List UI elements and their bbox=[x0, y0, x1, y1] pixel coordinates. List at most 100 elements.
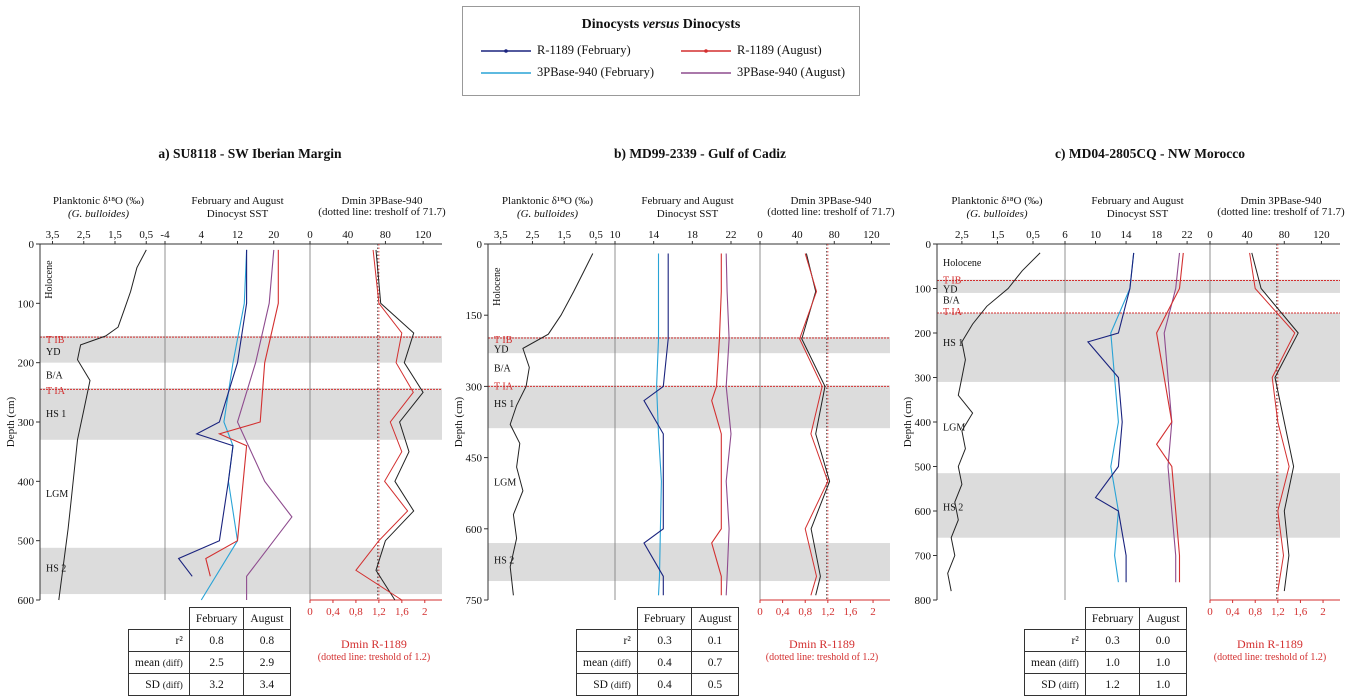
depth-tick-label: 500 bbox=[915, 462, 932, 474]
dminr-tick-label: 2 bbox=[422, 606, 428, 618]
cell: 0.7 bbox=[691, 651, 739, 674]
col-aug: August bbox=[243, 607, 291, 630]
sst-r1189-feb-line bbox=[1086, 252, 1135, 583]
depth-tick-label: 500 bbox=[18, 536, 35, 548]
dminr-tick-label: 0,8 bbox=[349, 606, 363, 618]
zone-label: T IA bbox=[494, 381, 514, 392]
cell: 3.4 bbox=[243, 673, 291, 696]
d18o-subheader: (G. bulloides) bbox=[68, 208, 129, 220]
legend-title: Dinocysts versus Dinocysts bbox=[581, 17, 741, 32]
row-mean-label: mean (diff) bbox=[1024, 651, 1086, 674]
d18o-tick-label: 0,5 bbox=[139, 229, 153, 241]
d18o-series-line bbox=[947, 252, 1041, 592]
row-mean-label: mean (diff) bbox=[576, 651, 638, 674]
sst-3pbase-feb-line bbox=[656, 253, 662, 596]
depth-tick-label: 600 bbox=[18, 595, 35, 607]
dmin-header: Dmin 3PBase-940 bbox=[791, 195, 872, 207]
d18o-series-line bbox=[58, 249, 147, 601]
sst-r1189-aug-line bbox=[711, 253, 722, 596]
depth-tick-label: 300 bbox=[466, 381, 483, 393]
d18o-tick-label: 1,5 bbox=[557, 229, 571, 241]
depth-tick-label: 600 bbox=[915, 506, 932, 518]
row-sd-label: SD (diff) bbox=[128, 673, 190, 696]
d18o-header: Planktonic δ¹⁸O (‰) bbox=[951, 195, 1042, 207]
depth-tick-label: 100 bbox=[915, 284, 932, 296]
shaded-interval bbox=[488, 543, 890, 582]
sst-subheader: Dinocyst SST bbox=[657, 208, 719, 220]
cell: 3.2 bbox=[188, 673, 245, 696]
row-r2-label: r² bbox=[128, 629, 190, 652]
dmin3p-tick-label: 120 bbox=[415, 229, 432, 241]
sst-3pbase-feb-line bbox=[200, 249, 248, 601]
depth-tick-label: 0 bbox=[926, 239, 932, 251]
sst-tick-label: 18 bbox=[1151, 229, 1163, 241]
d18o-header: Planktonic δ¹⁸O (‰) bbox=[53, 195, 144, 207]
zone-label: T IA bbox=[943, 307, 963, 318]
d18o-tick-label: 3,5 bbox=[494, 229, 508, 241]
shaded-interval bbox=[488, 385, 890, 429]
zone-label: B/A bbox=[494, 363, 511, 374]
zone-label: LGM bbox=[943, 422, 965, 433]
dmin-r1189-label-c: Dmin R-1189 (dotted line: treshold of 1.2… bbox=[1213, 637, 1327, 663]
col-aug: August bbox=[1139, 607, 1187, 630]
sst-3pbase-aug-line bbox=[725, 253, 732, 596]
cell: 2.9 bbox=[243, 651, 291, 674]
d18o-tick-label: 1,5 bbox=[991, 229, 1005, 241]
sst-tick-label: 22 bbox=[1182, 229, 1193, 241]
col-feb: February bbox=[1084, 607, 1141, 630]
dmin3p-tick-label: 120 bbox=[863, 229, 880, 241]
dminr-tick-label: 0,4 bbox=[776, 606, 790, 618]
zone-label: B/A bbox=[943, 296, 960, 307]
depth-tick-label: 750 bbox=[466, 595, 483, 607]
dmin3p-tick-label: 0 bbox=[1207, 229, 1213, 241]
cell: 1.0 bbox=[1084, 651, 1141, 674]
dmin-header: Dmin 3PBase-940 bbox=[1241, 195, 1322, 207]
zone-label: T IB bbox=[46, 335, 65, 346]
dmin3p-tick-label: 80 bbox=[1279, 229, 1291, 241]
d18o-tick-label: 2,5 bbox=[77, 229, 91, 241]
dmin3p-tick-label: 40 bbox=[1242, 229, 1254, 241]
d18o-subheader: (G. bulloides) bbox=[966, 208, 1027, 220]
zone-label: YD bbox=[494, 344, 508, 355]
zone-label: Holocene bbox=[44, 260, 55, 299]
dminr-tick-label: 1,2 bbox=[1271, 606, 1285, 618]
sst-r1189-feb-line bbox=[643, 253, 669, 596]
col-feb: February bbox=[188, 607, 245, 630]
dmin3p-tick-label: 120 bbox=[1313, 229, 1330, 241]
zone-label: LGM bbox=[494, 477, 516, 488]
d18o-tick-label: 2,5 bbox=[955, 229, 969, 241]
dminr-tick-label: 0 bbox=[1207, 606, 1213, 618]
shaded-interval bbox=[40, 547, 442, 595]
dmin3p-tick-label: 40 bbox=[342, 229, 354, 241]
d18o-series-line bbox=[509, 253, 594, 596]
panel-b-title: b) MD99-2339 - Gulf of Cadiz bbox=[613, 146, 787, 161]
cell: 0.8 bbox=[243, 629, 291, 652]
dminr-tick-label: 0,4 bbox=[326, 606, 340, 618]
depth-tick-label: 100 bbox=[18, 298, 35, 310]
sst-tick-label: -4 bbox=[160, 229, 170, 241]
row-mean-label: mean (diff) bbox=[128, 651, 190, 674]
zone-label: HS 1 bbox=[943, 338, 963, 349]
d18o-tick-label: 1,5 bbox=[108, 229, 122, 241]
depth-axis-label: Depth (cm) bbox=[5, 396, 17, 447]
zone-label: YD bbox=[46, 347, 60, 358]
zone-label: HS 2 bbox=[46, 563, 66, 574]
dmin-r1189-line bbox=[355, 249, 414, 601]
cell: 0.4 bbox=[636, 673, 693, 696]
zone-label: HS 1 bbox=[494, 399, 514, 410]
col-aug: August bbox=[691, 607, 739, 630]
sst-tick-label: 12 bbox=[232, 229, 243, 241]
depth-tick-label: 200 bbox=[915, 328, 932, 340]
sst-r1189-feb-line bbox=[177, 249, 248, 577]
dmin-subheader: (dotted line: tresholf of 71.7) bbox=[318, 206, 446, 218]
cell: 1.0 bbox=[1139, 651, 1187, 674]
dmin3p-tick-label: 0 bbox=[757, 229, 763, 241]
sst-tick-label: 14 bbox=[1121, 229, 1133, 241]
row-sd-label: SD (diff) bbox=[576, 673, 638, 696]
sst-r1189-aug-line bbox=[1155, 252, 1184, 583]
dminr-tick-label: 2 bbox=[870, 606, 876, 618]
row-sd-label: SD (diff) bbox=[1024, 673, 1086, 696]
zone-label: HS 1 bbox=[46, 409, 66, 420]
